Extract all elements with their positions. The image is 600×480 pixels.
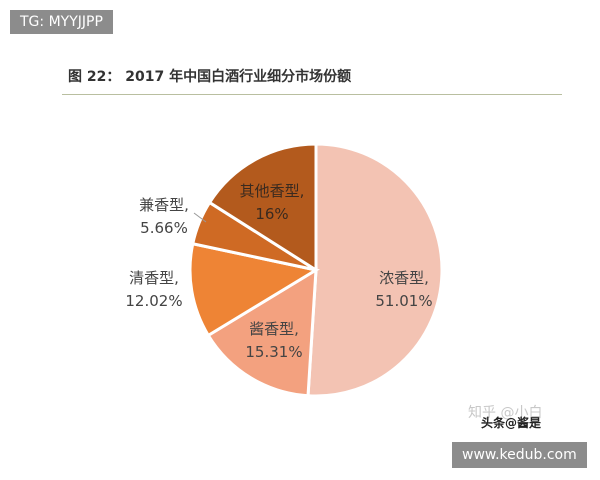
slice-label: 酱香型, [249,320,299,338]
slice-label: 清香型, [129,269,179,287]
bottom-right-tag: www.kedub.com [452,442,587,468]
slice-value-label: 51.01% [375,292,432,310]
slice-label: 浓香型, [379,269,429,287]
pie-slice [188,241,321,338]
pie-slice [207,142,318,273]
slice-value-label: 15.31% [245,343,302,361]
slice-label: 其他香型, [240,182,305,200]
watermark-zhihu: 知乎 @小白 [468,405,543,421]
slice-label: 兼香型, [139,196,189,214]
chart-title-bar: 图 22： 2017 年中国白酒行业细分市场份额 [62,60,562,95]
pie-slice [206,267,318,398]
slice-value-label: 5.66% [140,219,188,237]
pie-slice [306,142,444,398]
slice-value-label: 12.02% [125,292,182,310]
leader-line [193,212,207,223]
top-left-tag: TG: MYYJJPP [10,10,113,34]
chart-title: 图 22： 2017 年中国白酒行业细分市场份额 [68,69,352,85]
watermark-brand: 头条@酱是 [481,416,542,430]
slice-value-label: 16% [255,205,288,223]
